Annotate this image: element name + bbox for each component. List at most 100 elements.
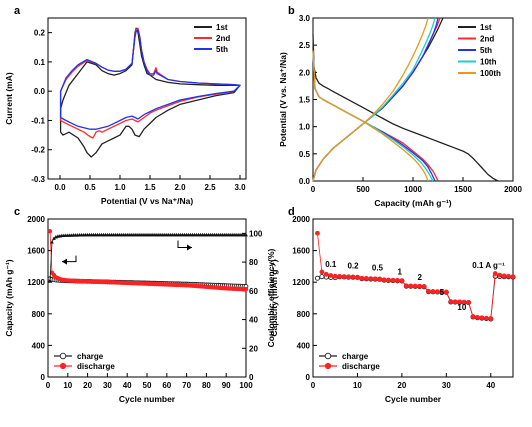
data-point-discharge [479, 315, 485, 321]
legend-label: 1st [216, 23, 228, 32]
panel-label: d [288, 206, 295, 218]
data-point-discharge [426, 288, 431, 294]
y-tick-label: -0.1 [31, 116, 45, 125]
data-point-discharge [390, 277, 396, 283]
discharge-curve-100th [312, 50, 429, 182]
cv-curve-5th [59, 29, 241, 130]
y-right-tick-label: 40 [249, 316, 258, 325]
plot-frame [47, 17, 247, 180]
x-tick-label: 10 [353, 381, 362, 390]
charge-curve-1st [312, 17, 444, 182]
x-tick-label: 2000 [504, 185, 522, 194]
data-point-Coulombic-efficiency [244, 232, 248, 237]
data-point-discharge [483, 315, 489, 321]
x-tick-label: 2.5 [204, 183, 216, 192]
y-axis-label: Capacity (mAh g⁻¹) [269, 259, 279, 336]
charge-curve-2nd [312, 17, 441, 182]
y-tick-label: 0.0 [34, 87, 46, 96]
data-point-discharge [337, 274, 343, 279]
legend-label: charge [77, 352, 104, 361]
y-axis-label: Capacity (mAh g⁻¹) [4, 259, 14, 336]
x-tick-label: 80 [202, 381, 211, 390]
x-tick-label: 60 [162, 381, 171, 390]
x-tick-label: 0.0 [54, 183, 66, 192]
data-point-discharge [466, 299, 471, 305]
panel-b: b 0 500 1000 1500 2000 0.0 0.5 1.0 1.5 2.0 2.5 3.0 Ca… [278, 5, 522, 208]
panel-a: a 0.0 0.5 1.0 1.5 2.0 2.5 3.0 -0.3 -0.2 -0.1 0.0 0.1… [4, 5, 247, 206]
x-tick-label: 30 [442, 381, 451, 390]
x-tick-label: 0 [46, 381, 51, 390]
data-point-discharge [47, 229, 53, 234]
legend-label: 10th [480, 58, 497, 67]
plot-frame [312, 218, 514, 378]
legend-label: discharge [77, 362, 115, 371]
cv-curve-1st [59, 27, 241, 158]
data-point-discharge [363, 276, 369, 281]
rate-label: 0.2 [347, 261, 359, 270]
data-point-discharge [319, 269, 325, 275]
data-point-discharge [399, 278, 405, 284]
y-tick-label: 0 [306, 373, 311, 382]
legend-label: 5th [480, 46, 492, 55]
data-point-charge [314, 275, 320, 281]
data-point-discharge [346, 274, 351, 280]
y-right-tick-label: 100 [249, 229, 263, 238]
x-tick-label: 0 [311, 381, 316, 390]
y-tick-label: 1200 [292, 278, 310, 287]
data-point-discharge [470, 314, 476, 319]
legend-label: charge [342, 352, 369, 361]
data-point-discharge [421, 284, 427, 289]
x-tick-label: 50 [143, 381, 152, 390]
legend-marker [324, 362, 332, 370]
data-point-discharge [408, 283, 414, 289]
rate-label: 0.1 A g⁻¹ [472, 261, 505, 270]
rate-label: 10 [457, 303, 466, 312]
data-point-Coulombic-efficiency [50, 240, 54, 244]
x-tick-label: 20 [397, 381, 406, 390]
y-tick-label: 2000 [292, 215, 310, 224]
y-tick-label: -0.3 [31, 175, 45, 184]
rate-label: 1 [397, 267, 402, 276]
rate-label: 5 [440, 288, 445, 297]
legend-marker [59, 362, 67, 370]
y-right-tick-label: 20 [249, 344, 258, 353]
arrow-right-head [187, 244, 192, 251]
x-tick-label: 20 [83, 381, 92, 390]
data-point-discharge [417, 283, 423, 289]
legend-marker [59, 352, 67, 360]
y-tick-label: 0.5 [299, 150, 311, 159]
y-tick-label: 0.2 [34, 29, 46, 38]
y-tick-label: 1600 [292, 247, 310, 256]
x-tick-label: 90 [222, 381, 231, 390]
y-tick-label: 800 [297, 310, 311, 319]
x-tick-label: 1000 [404, 185, 422, 194]
y-tick-label: 2.5 [299, 41, 311, 50]
y-tick-label: 0 [41, 373, 46, 382]
rate-label: 0.5 [372, 263, 384, 272]
y-tick-label: -0.2 [31, 146, 45, 155]
y-tick-label: 400 [32, 341, 46, 350]
data-point-discharge [323, 271, 329, 277]
panel-label: c [14, 206, 20, 218]
x-axis-label: Cycle number [119, 394, 176, 404]
x-tick-label: 1.5 [144, 183, 156, 192]
y-right-tick-label: 60 [249, 287, 258, 296]
legend-label: discharge [342, 362, 380, 371]
y-right-tick-label: 0 [249, 373, 254, 382]
x-tick-label: 0 [311, 185, 316, 194]
y-tick-label: 1.5 [299, 96, 311, 105]
data-point-discharge [510, 274, 516, 280]
x-axis-label: Capacity (mAh g⁻¹) [374, 198, 451, 208]
data-point-Coulombic-efficiency [48, 278, 52, 283]
data-point-discharge [412, 283, 418, 289]
y-tick-label: 1200 [27, 278, 45, 287]
y-tick-label: 1600 [27, 247, 45, 256]
data-point-charge [319, 274, 325, 280]
y-axis-label: Current (mA) [4, 72, 14, 125]
panel-label: a [14, 5, 21, 17]
x-tick-label: 30 [103, 381, 112, 390]
data-point-discharge [368, 276, 374, 282]
arrow-left-head [62, 258, 67, 265]
panel-c: c0 10 20 30 40 50 60 70 80 90 10004008001200160020… [4, 206, 276, 404]
